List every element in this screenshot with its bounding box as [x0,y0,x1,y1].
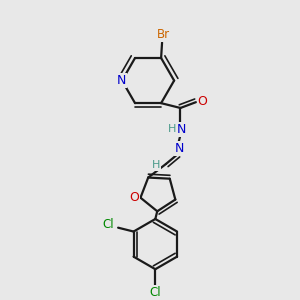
Text: H: H [152,160,160,170]
Text: O: O [129,191,139,204]
Text: Br: Br [157,28,169,41]
Text: Cl: Cl [149,286,161,299]
Text: O: O [198,95,208,108]
Text: N: N [175,142,184,155]
Text: Cl: Cl [103,218,114,231]
Text: N: N [116,74,126,87]
Text: H: H [167,124,176,134]
Text: N: N [177,123,186,136]
